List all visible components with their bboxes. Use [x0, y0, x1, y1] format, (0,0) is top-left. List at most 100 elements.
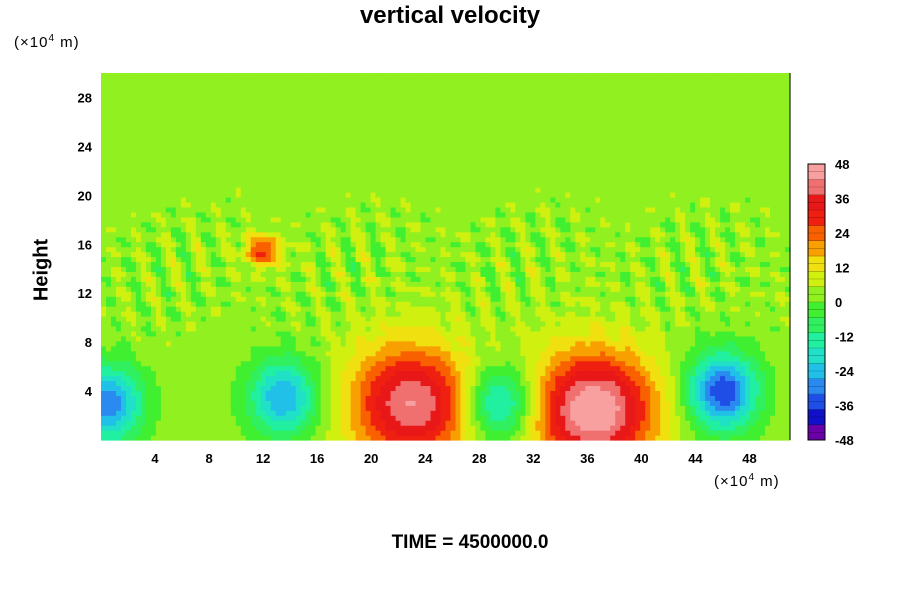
heatmap-cell — [160, 167, 167, 173]
heatmap-cell — [185, 276, 192, 282]
heatmap-cell — [430, 157, 437, 163]
heatmap-cell — [355, 350, 362, 357]
heatmap-cell — [135, 73, 142, 79]
heatmap-cell — [170, 325, 177, 332]
heatmap-cell — [365, 415, 372, 421]
heatmap-cell — [215, 291, 222, 297]
heatmap-cell — [240, 355, 247, 362]
heatmap-cell — [145, 206, 152, 213]
heatmap-cell — [205, 187, 212, 193]
heatmap-cell — [345, 286, 352, 292]
heatmap-cell — [245, 216, 252, 223]
heatmap-cell — [305, 107, 312, 114]
heatmap-cell — [180, 172, 187, 178]
heatmap-cell — [140, 172, 147, 178]
heatmap-cell — [365, 271, 372, 277]
heatmap-cell — [320, 241, 327, 248]
heatmap-cell — [105, 216, 112, 223]
heatmap-cell — [415, 340, 422, 347]
heatmap-cell — [130, 187, 137, 193]
heatmap-cell — [330, 182, 337, 188]
heatmap-cell — [285, 192, 292, 198]
heatmap-cell — [170, 97, 177, 104]
heatmap-cell — [250, 182, 257, 188]
heatmap-cell — [400, 102, 407, 109]
heatmap-cell — [365, 246, 372, 253]
heatmap-cell — [420, 97, 427, 104]
heatmap-cell — [350, 325, 357, 332]
heatmap-cell — [305, 201, 312, 208]
heatmap-cell — [410, 87, 417, 94]
heatmap-cell — [270, 177, 277, 183]
heatmap-cell — [395, 435, 402, 441]
heatmap-cell — [410, 380, 417, 387]
heatmap-cell — [260, 117, 267, 124]
heatmap-cell — [320, 196, 327, 203]
heatmap-cell — [350, 251, 357, 258]
heatmap-cell — [101, 390, 107, 396]
heatmap-cell — [165, 405, 172, 411]
heatmap-cell — [215, 330, 222, 337]
heatmap-cell — [430, 192, 437, 198]
heatmap-cell — [385, 236, 392, 243]
heatmap-cell — [165, 281, 172, 287]
heatmap-cell — [415, 355, 422, 362]
heatmap-cell — [175, 77, 182, 84]
heatmap-cell — [255, 87, 262, 94]
heatmap-cell — [410, 236, 417, 243]
heatmap-cell — [385, 216, 392, 223]
heatmap-cell — [255, 251, 262, 258]
heatmap-cell — [400, 390, 407, 396]
heatmap-cell — [101, 236, 107, 243]
heatmap-cell — [305, 127, 312, 134]
heatmap-cell — [390, 320, 397, 327]
heatmap-cell — [210, 82, 217, 89]
heatmap-cell — [420, 340, 427, 347]
heatmap-cell — [140, 231, 147, 238]
heatmap-cell — [215, 316, 222, 322]
heatmap-cell — [370, 201, 377, 208]
heatmap-cell — [255, 157, 262, 163]
heatmap-cell — [390, 102, 397, 109]
heatmap-cell — [150, 271, 157, 277]
heatmap-cell — [330, 73, 337, 79]
heatmap-cell — [230, 167, 237, 173]
heatmap-cell — [355, 435, 362, 441]
heatmap-cell — [335, 425, 342, 431]
heatmap-cell — [105, 82, 112, 89]
heatmap-cell — [120, 400, 127, 406]
heatmap-cell — [295, 137, 302, 144]
heatmap-cell — [360, 187, 367, 193]
heatmap-cell — [405, 395, 412, 401]
heatmap-cell — [180, 77, 187, 84]
heatmap-cell — [140, 147, 147, 153]
heatmap-cell — [400, 405, 407, 411]
heatmap-cell — [280, 296, 287, 302]
heatmap-cell — [105, 365, 112, 372]
heatmap-cell — [400, 281, 407, 287]
heatmap-cell — [235, 206, 242, 213]
heatmap-cell — [140, 261, 147, 268]
heatmap-cell — [380, 196, 387, 203]
heatmap-cell — [165, 420, 172, 426]
heatmap-cell — [305, 385, 312, 392]
heatmap-cell — [225, 102, 232, 109]
heatmap-cell — [140, 291, 147, 297]
heatmap-cell — [130, 142, 137, 148]
heatmap-cell — [370, 187, 377, 193]
heatmap-cell — [130, 206, 137, 213]
heatmap-cell — [395, 162, 402, 168]
heatmap-cell — [285, 201, 292, 208]
heatmap-cell — [135, 355, 142, 362]
heatmap-cell — [180, 73, 187, 79]
heatmap-cell — [370, 340, 377, 347]
heatmap-cell — [420, 226, 427, 233]
heatmap-cell — [320, 276, 327, 282]
heatmap-cell — [325, 157, 332, 163]
heatmap-cell — [430, 355, 437, 362]
heatmap-cell — [425, 360, 432, 367]
heatmap-cell — [210, 226, 217, 233]
heatmap-cell — [190, 325, 197, 332]
heatmap-cell — [265, 425, 272, 431]
heatmap-cell — [110, 112, 117, 119]
